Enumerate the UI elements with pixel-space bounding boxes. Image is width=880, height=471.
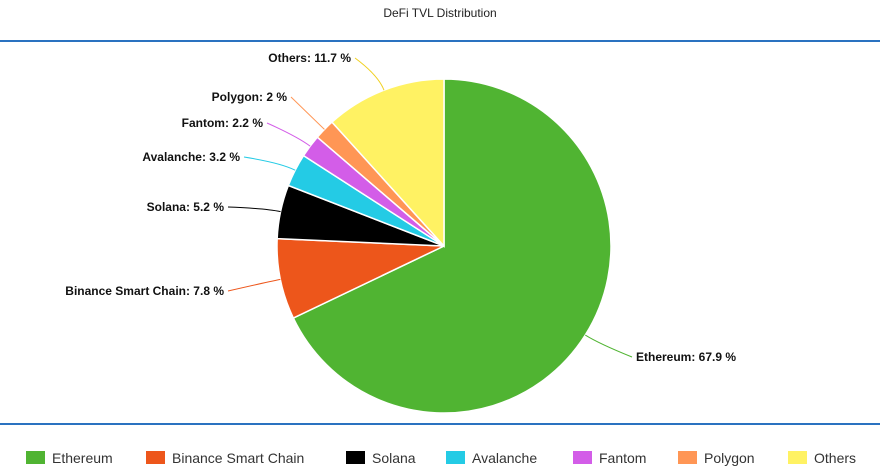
legend-label-fantom: Fantom [599, 450, 647, 466]
slice-label-polygon: Polygon: 2 % [212, 90, 288, 104]
legend-swatch-ethereum [26, 451, 45, 464]
legend-label-binance-smart-chain: Binance Smart Chain [172, 450, 305, 466]
connector-others [354, 57, 385, 91]
pie-slice-others[interactable] [330, 78, 445, 248]
legend-label-avalanche: Avalanche [472, 450, 538, 466]
slice-label-binance-smart-chain: Binance Smart Chain: 7.8 % [65, 284, 224, 298]
bottom-divider [0, 423, 880, 425]
top-divider [0, 40, 880, 42]
connector-ethereum [585, 334, 633, 358]
slice-label-fantom: Fantom: 2.2 % [182, 116, 264, 130]
connector-fantom [266, 122, 311, 147]
legend-swatch-solana [346, 451, 365, 464]
legend-label-ethereum: Ethereum [52, 450, 113, 466]
legend-swatch-polygon [678, 451, 697, 464]
slice-label-solana: Solana: 5.2 % [147, 200, 225, 214]
connector-avalanche [243, 156, 296, 171]
slice-label-ethereum: Ethereum: 67.9 % [636, 350, 736, 364]
slice-label-others: Others: 11.7 % [268, 51, 351, 65]
pie-slice-ethereum[interactable] [292, 78, 612, 414]
pie-chart: Ethereum: 67.9 % Binance Smart Chain: 7.8… [65, 51, 736, 414]
legend-swatch-others [788, 451, 807, 464]
connector-polygon [290, 96, 325, 130]
chart-title: DeFi TVL Distribution [383, 6, 497, 20]
legend-swatch-fantom [573, 451, 592, 464]
legend-swatch-avalanche [446, 451, 465, 464]
slice-label-avalanche: Avalanche: 3.2 % [142, 150, 240, 164]
connector-solana [227, 206, 281, 213]
legend-label-others: Others [814, 450, 857, 466]
legend-label-polygon: Polygon [704, 450, 755, 466]
legend-swatch-binance-smart-chain [146, 451, 165, 464]
chart-legend: Ethereum Binance Smart Chain Solana Avalanc… [0, 449, 880, 469]
legend-label-solana: Solana [372, 450, 416, 466]
connector-binance-smart-chain [227, 278, 281, 292]
